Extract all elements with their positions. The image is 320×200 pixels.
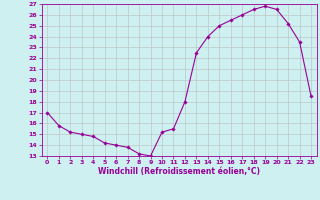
X-axis label: Windchill (Refroidissement éolien,°C): Windchill (Refroidissement éolien,°C) bbox=[98, 167, 260, 176]
